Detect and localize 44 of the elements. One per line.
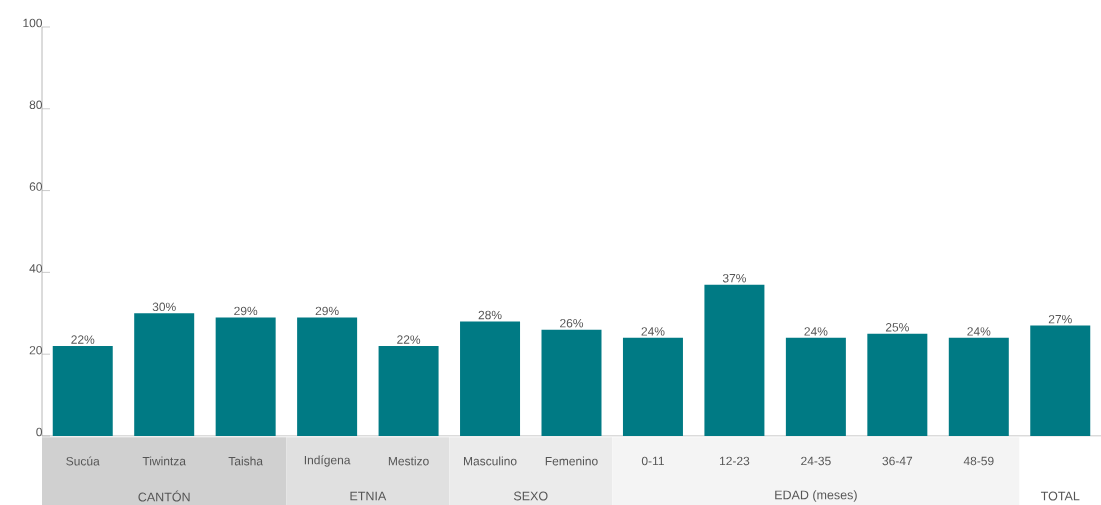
x-tick-label: Taisha [228,456,263,466]
x-tick-label: Femenino [545,456,598,466]
data-label: 30% [152,302,176,312]
x-tick-label: Indígena [304,455,351,467]
data-label: 26% [560,318,584,328]
x-tick-label: 12-23 [719,456,750,466]
data-label: 25% [885,323,909,332]
data-label: 22% [397,335,421,344]
bar [622,337,683,436]
data-label: 24% [641,327,665,336]
data-label: 27% [1048,314,1072,324]
data-label: 28% [478,310,502,320]
y-tick-label: 0 [36,427,43,437]
data-label: 29% [315,306,339,316]
bar [867,333,928,436]
data-label: 22% [71,335,95,344]
x-tick-label: 0-11 [641,456,664,466]
bar [215,317,276,436]
y-tick-label: 80 [29,100,43,110]
text: CANTÓN [138,490,190,502]
data-label: 37% [722,273,746,283]
y-tick-label: 20 [29,345,43,355]
data-label: 24% [967,327,991,336]
x-tick-label: Tiwintza [142,456,186,466]
text: ETNIA [350,491,387,501]
data-label: 29% [234,306,258,316]
bar [52,346,113,436]
bar [704,284,765,436]
text: SEXO [513,491,548,501]
x-tick-label: Masculino [464,456,517,466]
x-tick-label: Sucúa [66,456,100,466]
bar [134,313,195,436]
x-tick-label: 48-59 [963,456,994,466]
y-tick-label: 40 [29,264,43,273]
bar [785,337,846,436]
y-tick-label: 100 [23,18,43,28]
text: TOTAL [1040,491,1080,501]
x-tick-label: Mestizo [388,456,429,466]
data-label: 24% [804,327,828,336]
y-tick-label: 60 [29,182,43,191]
x-tick-label: 36-47 [882,456,913,466]
text: EDAD (meses) [775,490,857,502]
x-tick-label: 24-35 [801,456,831,466]
bar [948,337,1009,436]
